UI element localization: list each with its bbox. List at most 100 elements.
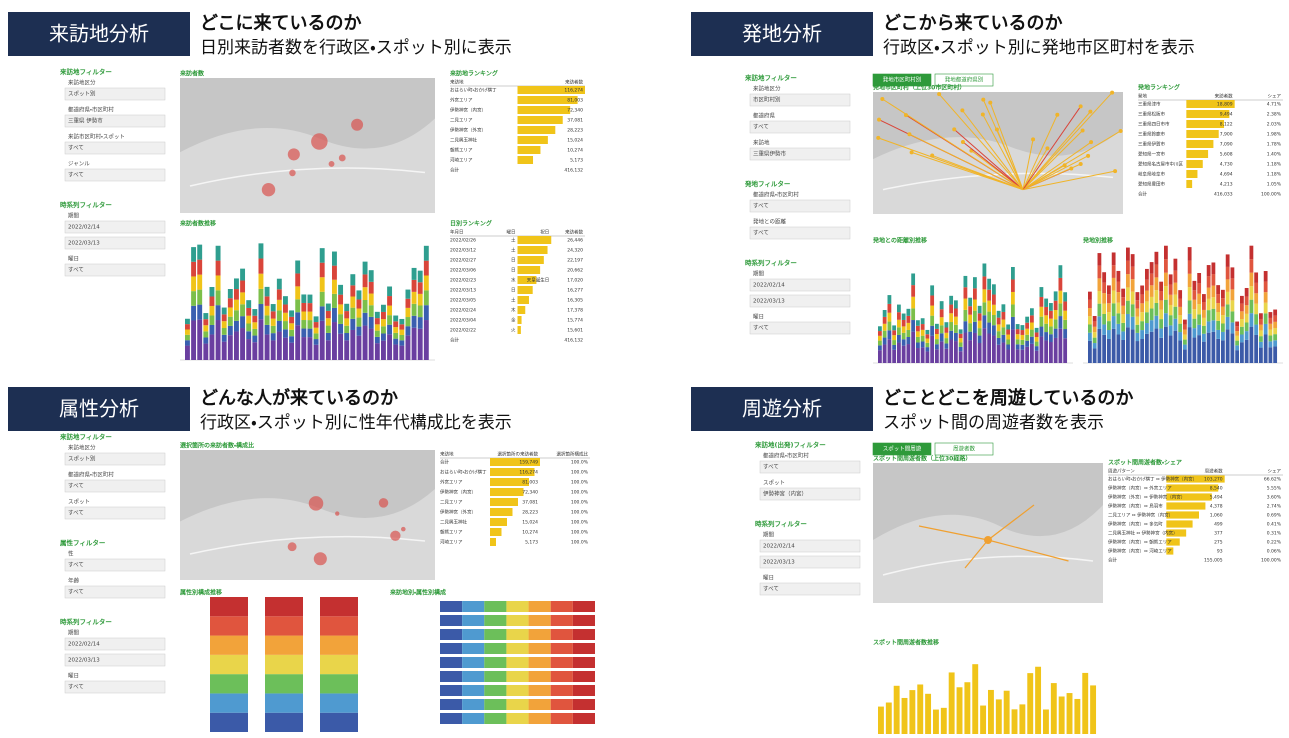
filter-label: 都道府県・市区町村	[68, 106, 114, 114]
bar-segment	[381, 319, 386, 326]
table-cell: 河崎エリア	[450, 157, 473, 164]
filter-label: 来訪地	[753, 139, 770, 147]
bar-segment	[1131, 304, 1135, 317]
filter-label: 年齢	[68, 577, 80, 585]
bar-segment	[1063, 311, 1067, 320]
bar-segment	[1040, 336, 1044, 363]
bar-segment	[1259, 342, 1263, 348]
bar-segment	[1054, 338, 1058, 363]
bar-segment	[301, 329, 306, 338]
bar-segment	[350, 274, 355, 285]
bar-segment	[246, 300, 251, 308]
bar-segment	[1107, 285, 1111, 294]
bar-segment	[1021, 345, 1025, 350]
bar-segment	[308, 337, 313, 360]
bar-segment	[462, 671, 484, 682]
bar-segment	[1216, 312, 1220, 321]
dropdown-value: 2022/03/13	[68, 241, 100, 247]
bar-segment	[265, 306, 270, 316]
table-cell: 100.0%	[571, 510, 589, 516]
bar-segment	[1216, 285, 1220, 294]
widget-title: スポット間周遊者数・シェア	[1108, 459, 1182, 467]
table-cell: 二見興玉神社	[450, 137, 477, 144]
widget-title: 発地ランキング	[1138, 84, 1180, 92]
bar-segment	[484, 699, 506, 710]
bar-segment	[1063, 329, 1067, 338]
bar-segment	[1121, 297, 1125, 306]
bar-segment	[1121, 323, 1125, 332]
bar-segment	[940, 309, 944, 317]
table-cell: 1.98%	[1267, 132, 1282, 138]
bar-segment	[902, 320, 906, 326]
bar-segment	[320, 693, 358, 712]
bar-segment	[959, 347, 963, 351]
bar-segment	[1202, 302, 1206, 310]
bar-segment	[1221, 324, 1225, 332]
bar-segment	[462, 615, 484, 626]
bar-segment	[1259, 313, 1263, 319]
panel: 周遊分析どことどこを周遊しているのかスポット間の周遊者数を表示来訪地(出発)フィ…	[691, 387, 1283, 734]
bar-segment	[1240, 334, 1244, 342]
bar-segment	[983, 289, 987, 302]
bar-segment	[1006, 345, 1010, 350]
bar-segment	[1183, 345, 1187, 350]
bar-segment	[406, 290, 411, 299]
bar-segment	[551, 643, 573, 654]
bar-segment	[252, 329, 257, 336]
bar-segment	[1011, 292, 1015, 304]
bar-segment	[259, 319, 264, 360]
bar-segment	[363, 300, 368, 313]
bar-segment	[277, 332, 282, 360]
bar-segment	[1174, 295, 1178, 307]
filter-heading: 時系列フィルター	[60, 617, 112, 626]
bar-segment	[1016, 339, 1020, 344]
bar-segment	[1188, 260, 1192, 273]
bar-segment	[1088, 292, 1092, 300]
bar-segment	[484, 629, 506, 640]
bar-segment	[1049, 319, 1053, 327]
bar-segment	[197, 305, 202, 320]
bar-segment	[902, 339, 906, 345]
bar-segment	[1264, 324, 1268, 335]
bar-segment	[1235, 341, 1239, 346]
table-bar	[518, 266, 541, 274]
bar	[1090, 685, 1096, 734]
bar-segment	[314, 316, 319, 322]
bar-segment	[338, 304, 343, 314]
bar-segment	[350, 285, 355, 296]
bar-segment	[308, 320, 313, 329]
table-cell: 土	[511, 247, 516, 254]
bar-segment	[878, 326, 882, 331]
bar	[988, 690, 994, 734]
bar-segment	[191, 276, 196, 291]
bar-segment	[210, 296, 215, 305]
bar-segment	[1040, 317, 1044, 327]
table-bar	[1166, 502, 1205, 509]
bar-segment	[259, 304, 264, 319]
map-marker	[262, 183, 275, 196]
bar-segment	[301, 337, 306, 360]
bar-segment	[1202, 318, 1206, 326]
bar-segment	[1093, 343, 1097, 348]
bar-segment	[1183, 340, 1187, 345]
bar-segment	[992, 295, 996, 305]
table-cell: 24,320	[567, 248, 583, 254]
bar-segment	[1049, 303, 1053, 311]
bar-segment	[344, 340, 349, 360]
bar-segment	[484, 615, 506, 626]
bar-segment	[440, 671, 462, 682]
table-cell: 朝熊エリア	[450, 147, 473, 154]
bar-segment	[978, 313, 982, 320]
bar-segment	[573, 685, 595, 696]
filter-label: 曜日	[763, 575, 774, 582]
table-bar	[1186, 160, 1202, 168]
bar-segment	[1231, 311, 1235, 322]
origin-marker	[1055, 113, 1059, 117]
bar-segment	[440, 699, 462, 710]
bar-segment	[1025, 341, 1029, 347]
bar-segment	[283, 329, 288, 337]
bar-segment	[375, 343, 380, 360]
filter-label: 来訪地区分	[753, 85, 781, 93]
bar-segment	[289, 343, 294, 360]
widget-title: 来訪地ランキング	[450, 70, 498, 78]
